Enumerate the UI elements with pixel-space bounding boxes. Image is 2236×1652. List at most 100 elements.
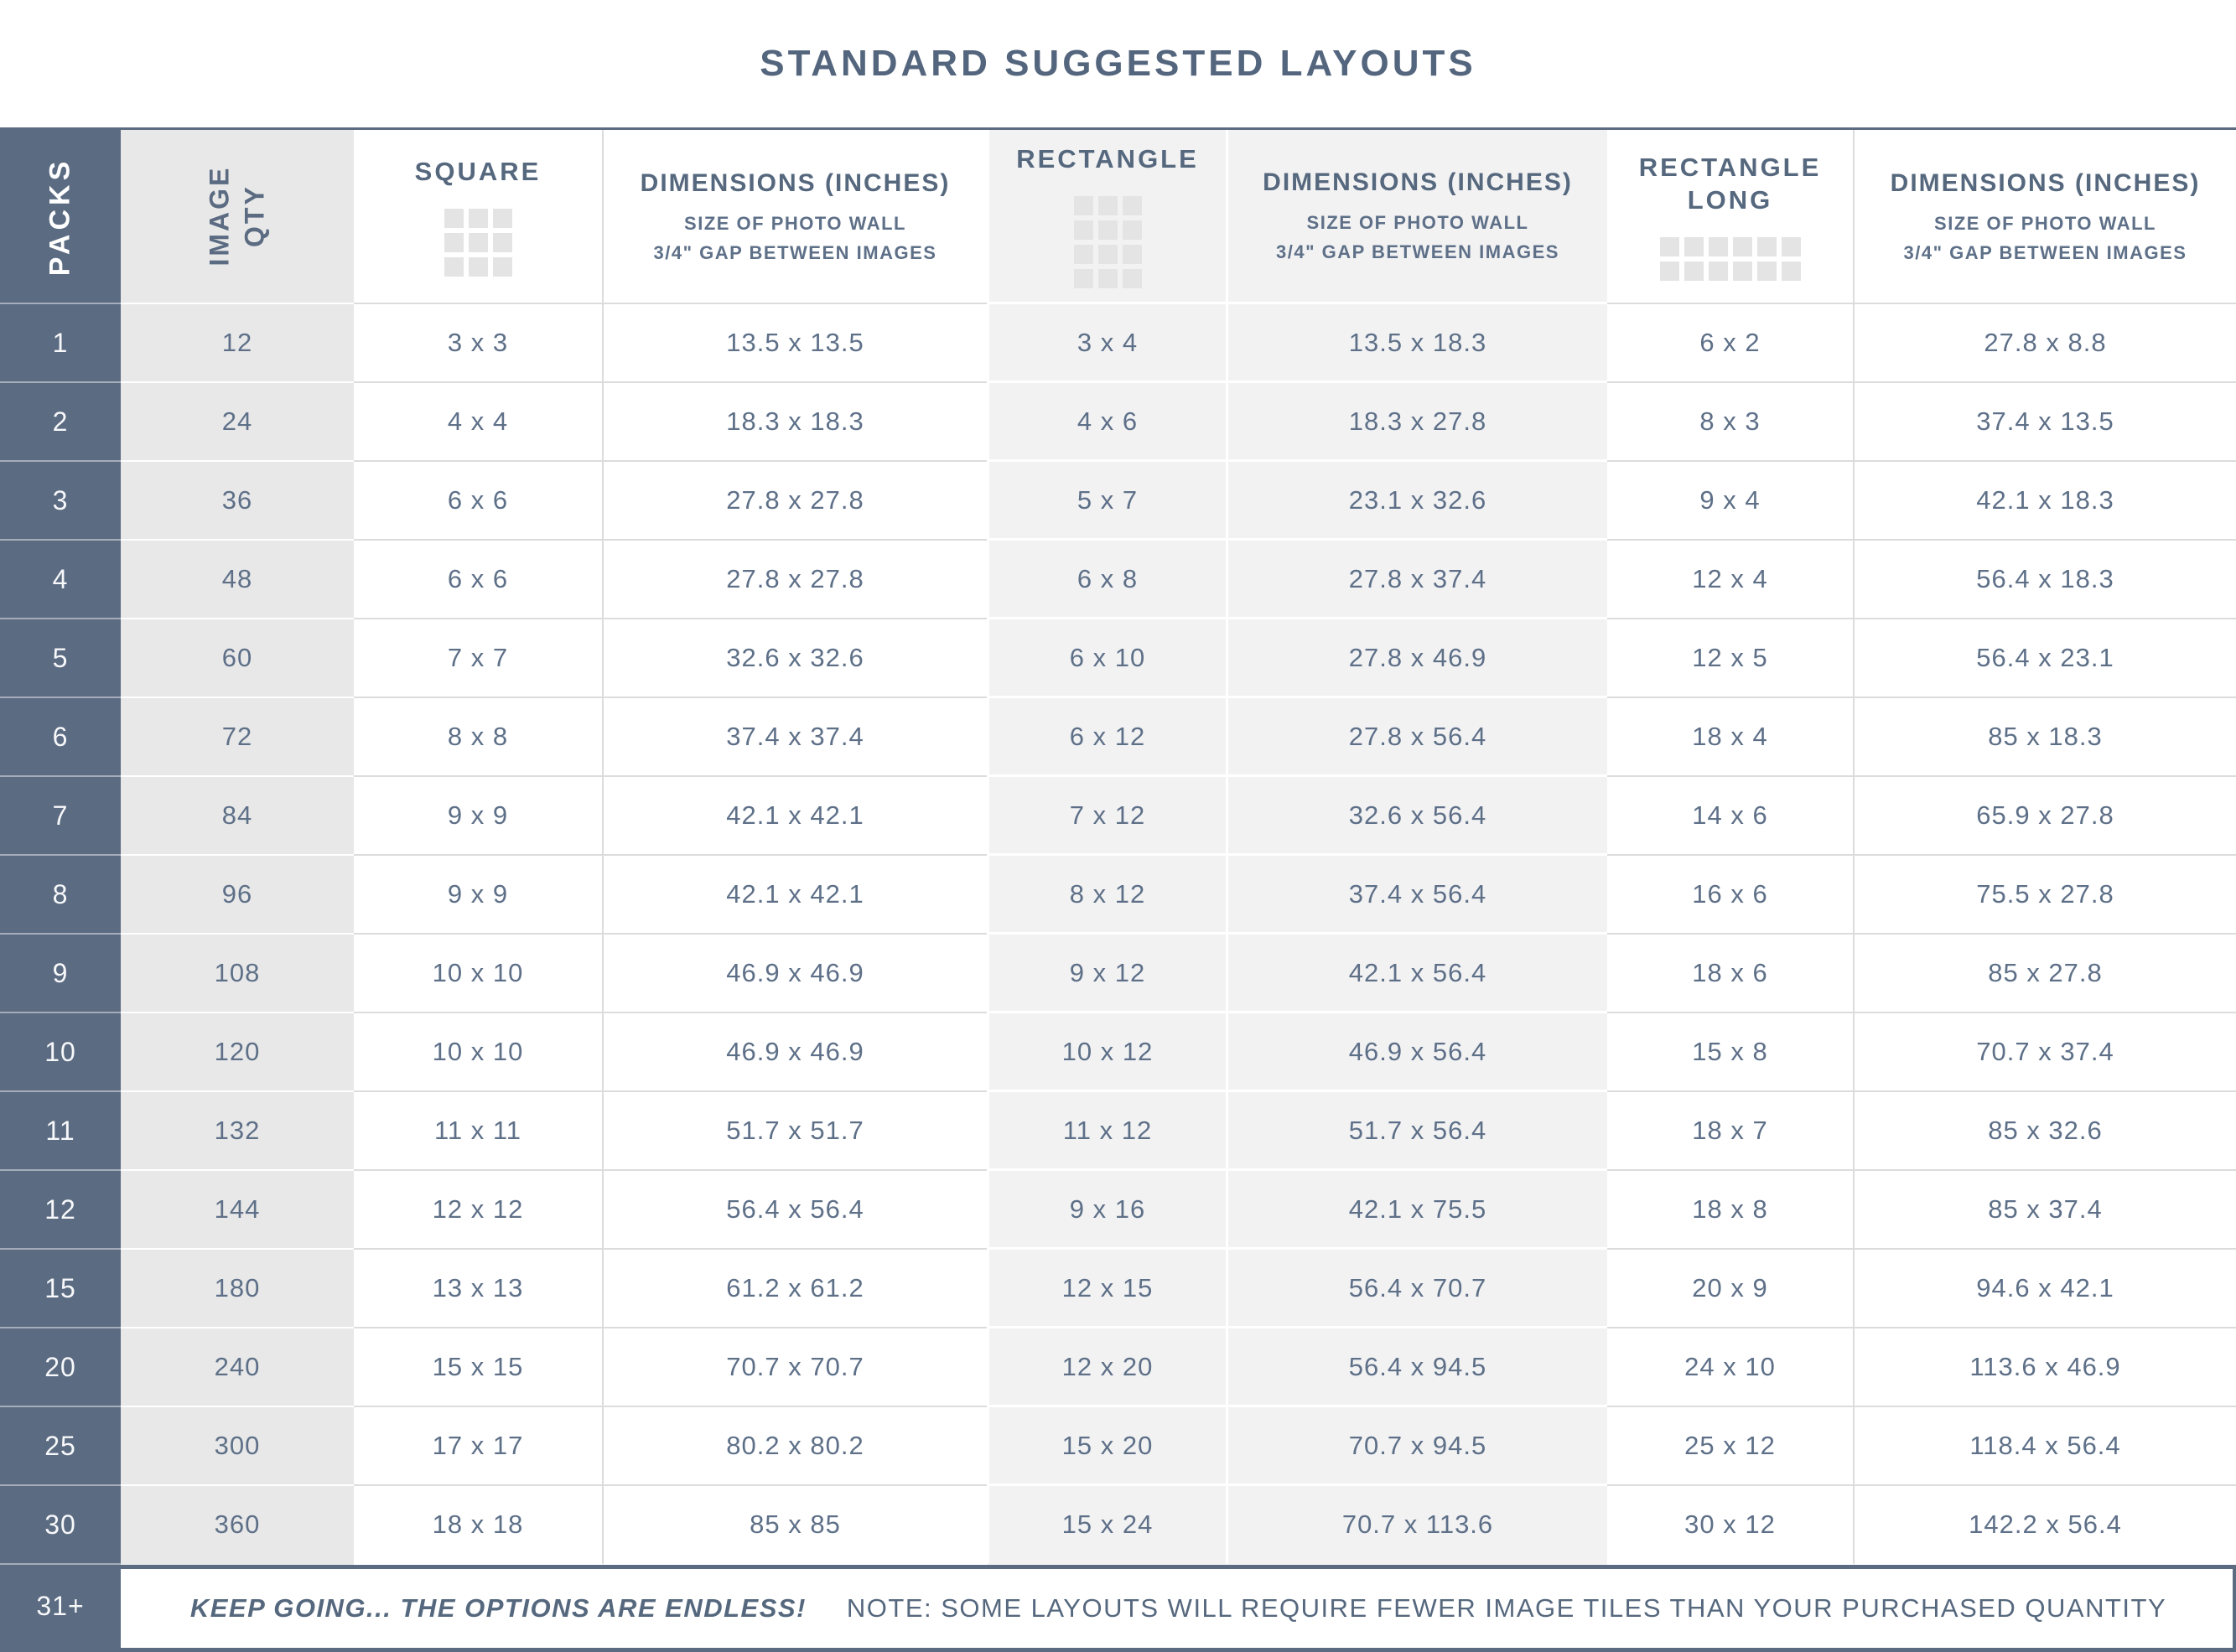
rectangle-dimensions-cell: 42.1 x 75.5 [1228,1171,1607,1250]
dimensions-header-sub1: SIZE OF PHOTO WALL [684,212,906,234]
square-layout-cell: 11 x 11 [354,1092,604,1171]
rectangle-dimensions-cell: 46.9 x 56.4 [1228,1013,1607,1092]
header-image-qty: IMAGE QTY [121,130,354,304]
rectangle-dimensions-cell: 27.8 x 37.4 [1228,541,1607,619]
rectangle-long-dimensions-cell: 94.6 x 42.1 [1855,1250,2236,1328]
rectangle-dimensions-cell: 13.5 x 18.3 [1228,304,1607,383]
dimensions-header-title: DIMENSIONS (INCHES) [640,168,951,197]
image-qty-cell: 96 [121,856,354,935]
table-row: 4 48 6 x 6 27.8 x 27.8 6 x 8 27.8 x 37.4… [0,541,2236,619]
rectangle-long-layout-cell: 30 x 12 [1607,1486,1855,1565]
image-qty-cell: 300 [121,1407,354,1486]
rectangle-header-label: RECTANGLE [1016,144,1199,174]
header-rectangle-dimensions: DIMENSIONS (INCHES) SIZE OF PHOTO WALL 3… [1228,130,1607,304]
rectangle-long-layout-cell: 18 x 6 [1607,935,1855,1013]
table-row: 30 360 18 x 18 85 x 85 15 x 24 70.7 x 11… [0,1486,2236,1565]
pack-count-cell: 6 [0,698,121,777]
dimensions-header-title: DIMENSIONS (INCHES) [1263,168,1573,196]
square-dimensions-cell: 42.1 x 42.1 [604,856,987,935]
rectangle-long-dimensions-cell: 85 x 18.3 [1855,698,2236,777]
packs-header-label: PACKS [44,157,76,276]
rectangle-long-layout-cell: 16 x 6 [1607,856,1855,935]
image-qty-header-label: IMAGE QTY [204,166,269,267]
rectangle-dimensions-cell: 27.8 x 46.9 [1228,619,1607,698]
square-dimensions-cell: 56.4 x 56.4 [604,1171,987,1250]
rectangle-dimensions-cell: 56.4 x 94.5 [1228,1328,1607,1407]
rectangle-layout-cell: 15 x 24 [987,1486,1228,1565]
dimensions-header-sub2: 3/4" GAP BETWEEN IMAGES [1276,241,1559,262]
header-square: SQUARE [354,130,604,304]
square-dimensions-cell: 46.9 x 46.9 [604,935,987,1013]
dimensions-header-sub2: 3/4" GAP BETWEEN IMAGES [1903,241,2187,263]
rectangle-layout-cell: 6 x 10 [987,619,1228,698]
table-body: 1 12 3 x 3 13.5 x 13.5 3 x 4 13.5 x 18.3… [0,304,2236,1565]
rectangle-layout-cell: 8 x 12 [987,856,1228,935]
rectangle-long-layout-cell: 15 x 8 [1607,1013,1855,1092]
rectangle-dimensions-cell: 32.6 x 56.4 [1228,777,1607,856]
rectangle-long-dimensions-cell: 142.2 x 56.4 [1855,1486,2236,1565]
rectangle-long-dimensions-cell: 56.4 x 18.3 [1855,541,2236,619]
note-cell: KEEP GOING... THE OPTIONS ARE ENDLESS! N… [121,1565,2236,1648]
image-qty-cell: 360 [121,1486,354,1565]
rectangle-long-dimensions-cell: 42.1 x 18.3 [1855,462,2236,541]
square-layout-cell: 10 x 10 [354,935,604,1013]
rectangle-layout-cell: 9 x 12 [987,935,1228,1013]
rectangle-layout-cell: 4 x 6 [987,383,1228,462]
pack-count-cell: 3 [0,462,121,541]
image-qty-cell: 48 [121,541,354,619]
square-layout-cell: 18 x 18 [354,1486,604,1565]
image-qty-cell: 72 [121,698,354,777]
pack-count-cell: 5 [0,619,121,698]
square-layout-cell: 9 x 9 [354,777,604,856]
pack-count-cell: 20 [0,1328,121,1407]
note-headline: KEEP GOING... THE OPTIONS ARE ENDLESS! [189,1593,807,1623]
square-dimensions-cell: 27.8 x 27.8 [604,462,987,541]
rectangle-dimensions-cell: 51.7 x 56.4 [1228,1092,1607,1171]
image-qty-cell: 132 [121,1092,354,1171]
rectangle-long-dimensions-cell: 56.4 x 23.1 [1855,619,2236,698]
pack-count-cell: 4 [0,541,121,619]
square-dimensions-cell: 13.5 x 13.5 [604,304,987,383]
square-header-label: SQUARE [414,157,542,187]
square-layout-cell: 6 x 6 [354,462,604,541]
pack-count-cell: 2 [0,383,121,462]
square-layout-cell: 3 x 3 [354,304,604,383]
rectangle-dimensions-cell: 27.8 x 56.4 [1228,698,1607,777]
rectangle-dimensions-cell: 70.7 x 113.6 [1228,1486,1607,1565]
image-qty-cell: 12 [121,304,354,383]
rectangle-long-dimensions-cell: 85 x 27.8 [1855,935,2236,1013]
square-dimensions-cell: 46.9 x 46.9 [604,1013,987,1092]
header-square-dimensions: DIMENSIONS (INCHES) SIZE OF PHOTO WALL 3… [604,130,987,304]
rectangle-grid-icon [1073,195,1142,288]
table-row: 15 180 13 x 13 61.2 x 61.2 12 x 15 56.4 … [0,1250,2236,1328]
table-footer: 31+ KEEP GOING... THE OPTIONS ARE ENDLES… [0,1565,2236,1648]
rectangle-layout-cell: 11 x 12 [987,1092,1228,1171]
image-qty-cell: 240 [121,1328,354,1407]
rectangle-layout-cell: 9 x 16 [987,1171,1228,1250]
rectangle-long-dimensions-cell: 65.9 x 27.8 [1855,777,2236,856]
table-row: 2 24 4 x 4 18.3 x 18.3 4 x 6 18.3 x 27.8… [0,383,2236,462]
rectangle-long-layout-cell: 12 x 5 [1607,619,1855,698]
image-qty-cell: 108 [121,935,354,1013]
title-bar: STANDARD SUGGESTED LAYOUTS [0,0,2236,127]
rectangle-long-dimensions-cell: 27.8 x 8.8 [1855,304,2236,383]
square-dimensions-cell: 18.3 x 18.3 [604,383,987,462]
rectangle-long-layout-cell: 18 x 4 [1607,698,1855,777]
square-dimensions-cell: 37.4 x 37.4 [604,698,987,777]
square-dimensions-cell: 51.7 x 51.7 [604,1092,987,1171]
rectangle-long-layout-cell: 6 x 2 [1607,304,1855,383]
square-layout-cell: 6 x 6 [354,541,604,619]
image-qty-cell: 24 [121,383,354,462]
square-layout-cell: 7 x 7 [354,619,604,698]
table-row: 6 72 8 x 8 37.4 x 37.4 6 x 12 27.8 x 56.… [0,698,2236,777]
rectangle-long-header-label: RECTANGLE LONG [1638,153,1822,215]
rectangle-dimensions-cell: 23.1 x 32.6 [1228,462,1607,541]
header-packs: PACKS [0,130,121,304]
rectangle-long-dimensions-cell: 70.7 x 37.4 [1855,1013,2236,1092]
pack-count-cell: 15 [0,1250,121,1328]
rectangle-long-dimensions-cell: 85 x 37.4 [1855,1171,2236,1250]
header-row: PACKS IMAGE QTY SQUARE DIMENSIONS (INCHE… [0,130,2236,304]
table-row: 1 12 3 x 3 13.5 x 13.5 3 x 4 13.5 x 18.3… [0,304,2236,383]
table-row: 10 120 10 x 10 46.9 x 46.9 10 x 12 46.9 … [0,1013,2236,1092]
rectangle-long-dimensions-cell: 75.5 x 27.8 [1855,856,2236,935]
